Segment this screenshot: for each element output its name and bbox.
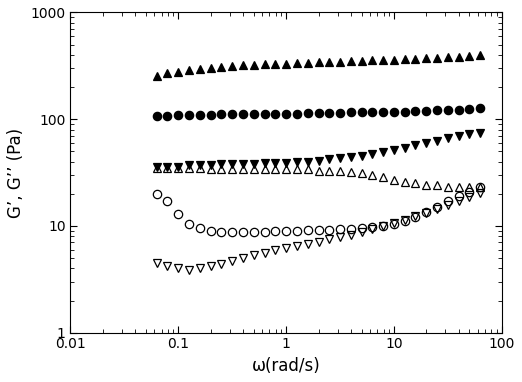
Y-axis label: G’, G’’ (Pa): G’, G’’ (Pa) <box>7 128 25 218</box>
X-axis label: ω(rad/s): ω(rad/s) <box>252 357 321 375</box>
